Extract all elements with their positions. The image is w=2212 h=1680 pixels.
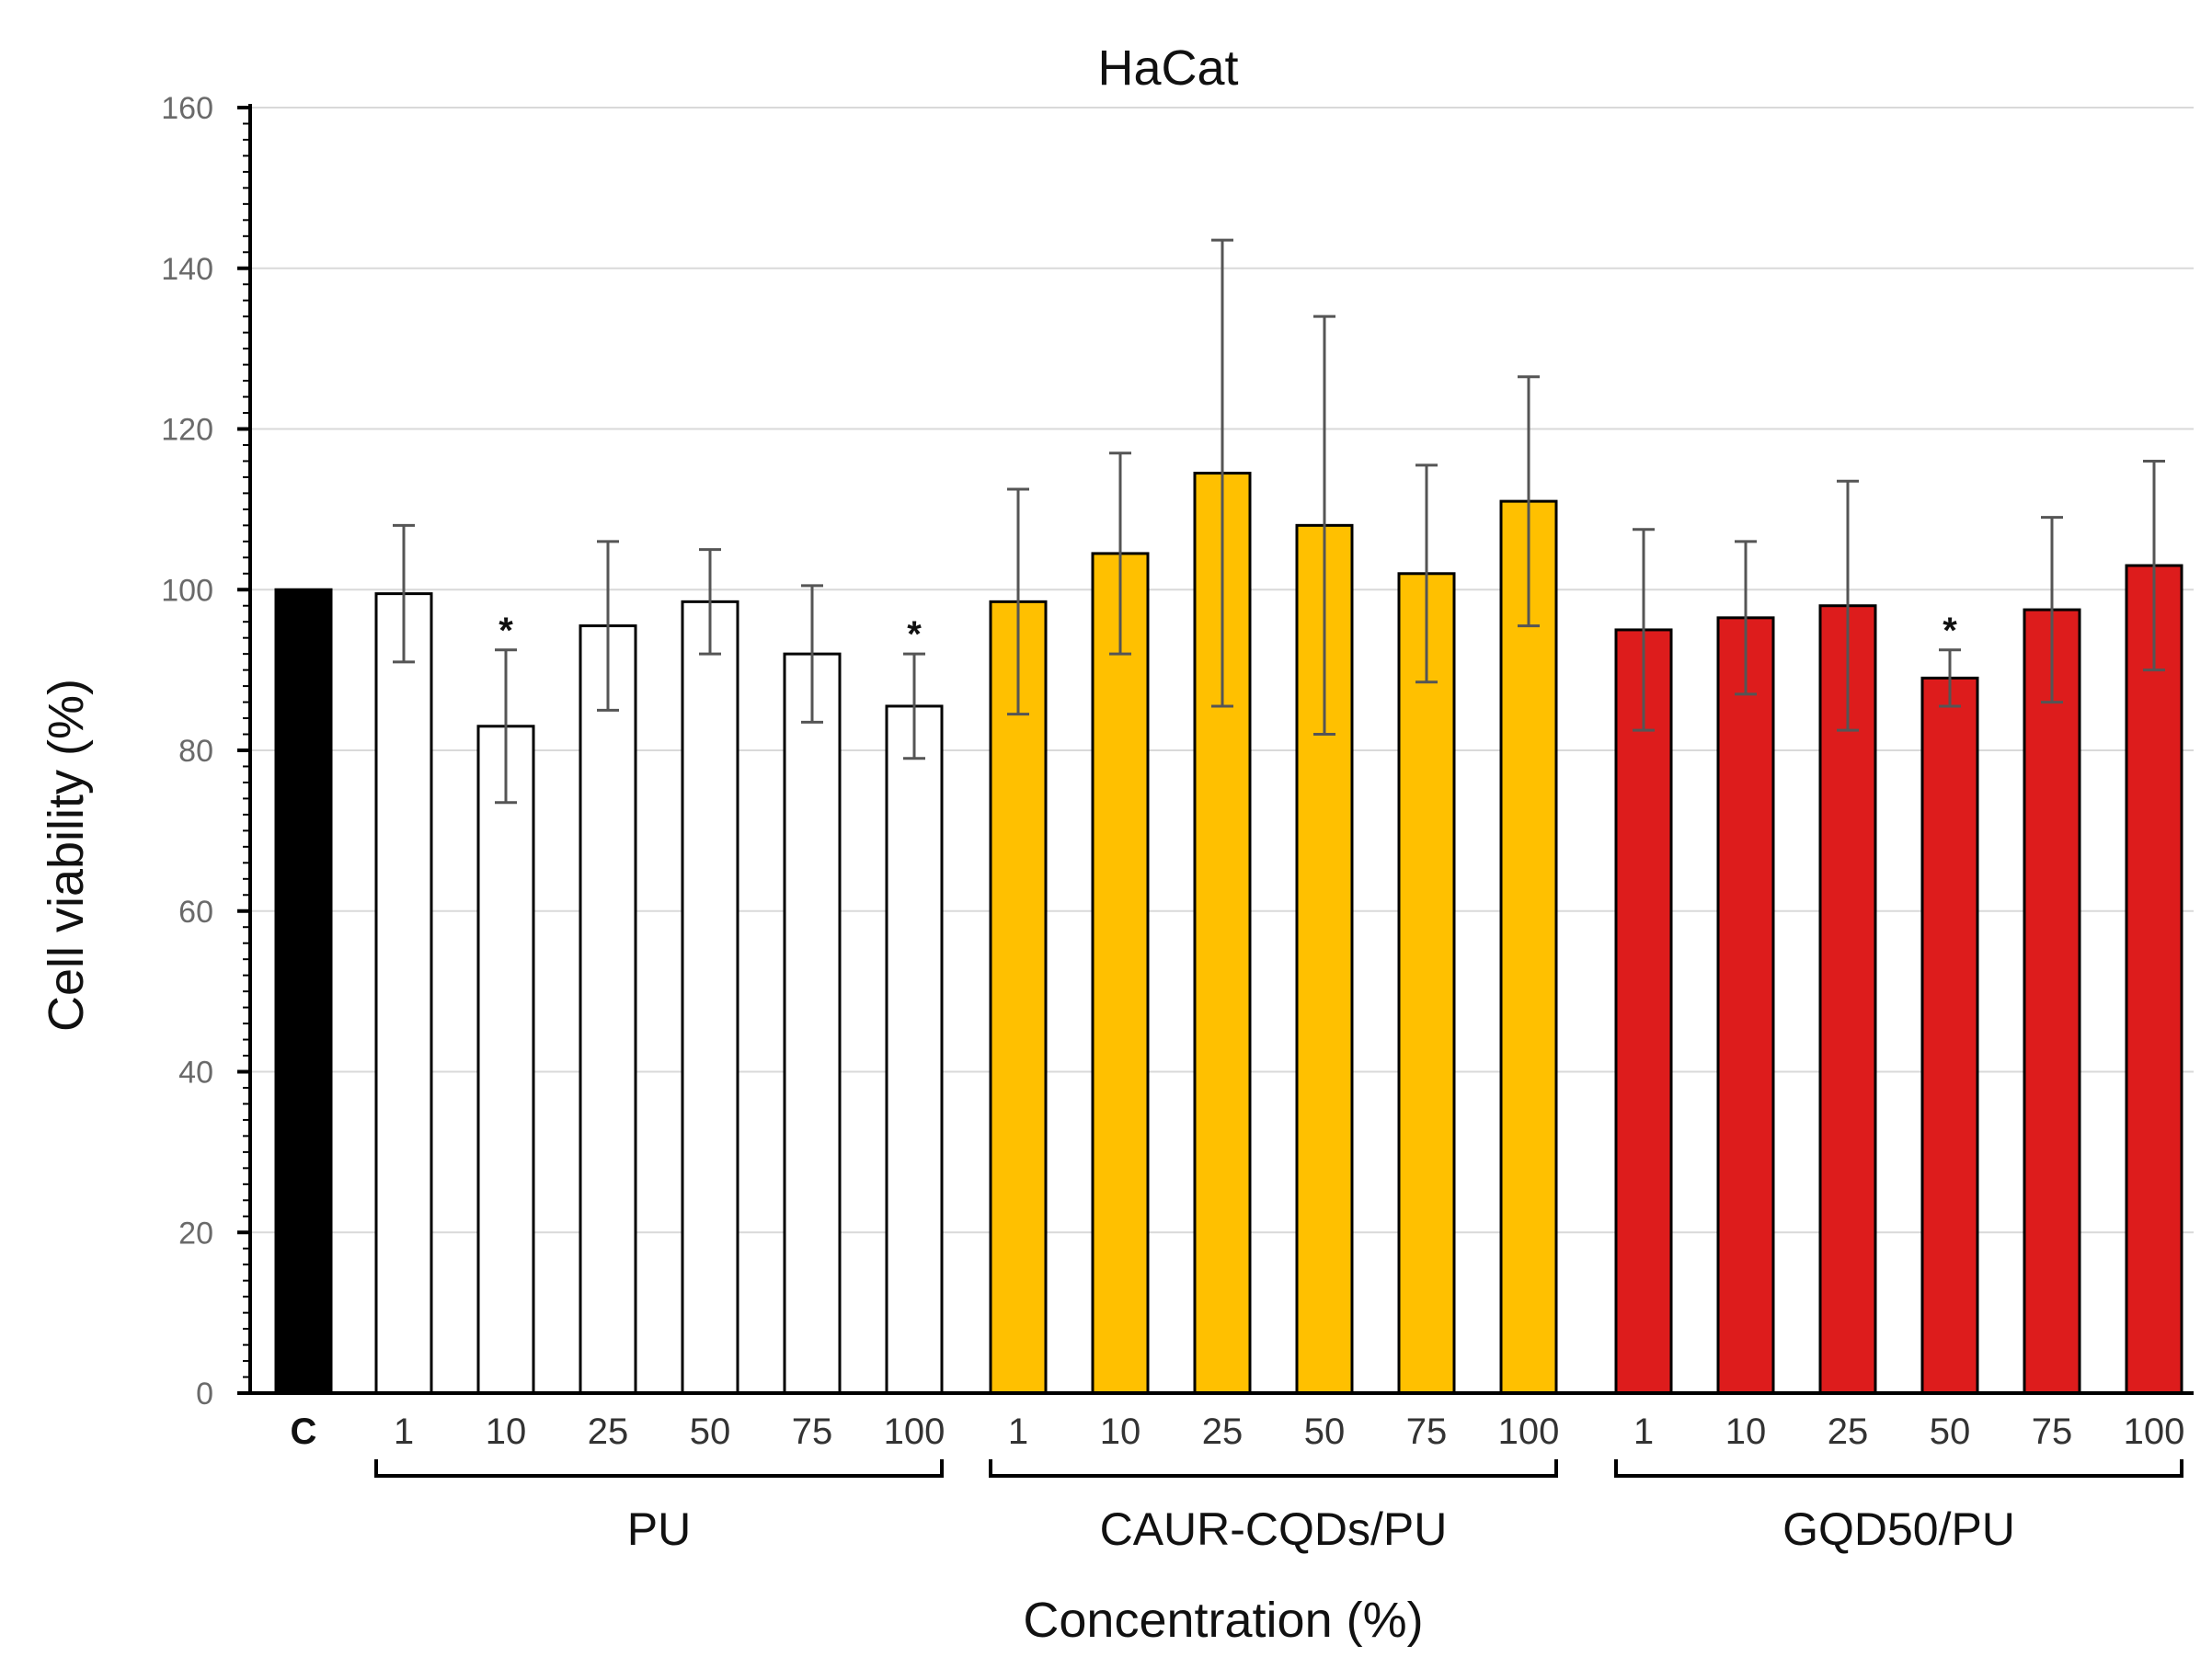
y-axis-title: Cell viability (%) — [39, 679, 94, 1032]
group-label: PU — [627, 1503, 691, 1555]
significance-marker: * — [499, 611, 513, 651]
bar — [476, 725, 535, 1395]
y-tick-label: 140 — [161, 252, 213, 287]
x-tick-label: 75 — [792, 1411, 833, 1452]
x-tick-label: 10 — [486, 1411, 527, 1452]
x-tick-label: 100 — [2124, 1411, 2185, 1452]
group-label: GQD50/PU — [1782, 1503, 2015, 1555]
x-tick-label: 25 — [1828, 1411, 1869, 1452]
group-label: CAUR-CQDs/PU — [1100, 1503, 1448, 1555]
group-bracket — [1614, 1459, 2183, 1478]
x-tick-label: 100 — [1498, 1411, 1560, 1452]
bar — [1920, 676, 1979, 1395]
significance-marker: * — [907, 614, 922, 655]
y-tick-label: 80 — [178, 734, 213, 769]
bar — [1716, 616, 1775, 1395]
y-tick-label: 60 — [178, 895, 213, 930]
x-tick-label: 100 — [884, 1411, 946, 1452]
bar — [1818, 604, 1877, 1395]
y-tick-label: 160 — [161, 91, 213, 126]
group-bracket — [989, 1459, 1558, 1478]
x-tick-label: 10 — [1725, 1411, 1767, 1452]
bar — [1091, 552, 1150, 1395]
axes — [237, 104, 2194, 1478]
x-tick-label: 75 — [1406, 1411, 1448, 1452]
group-bracket — [374, 1459, 944, 1478]
bar — [1614, 628, 1673, 1395]
significance-marker: * — [1943, 611, 1957, 651]
x-tick-label: 25 — [1202, 1411, 1244, 1452]
chart-title: HaCat — [1097, 40, 1238, 96]
x-tick-label: 25 — [588, 1411, 629, 1452]
bar — [1397, 572, 1456, 1395]
x-tick-label: 1 — [1633, 1411, 1654, 1452]
y-tick-label: 0 — [196, 1377, 213, 1411]
bar — [885, 704, 944, 1395]
bar — [2023, 608, 2081, 1395]
x-tick-label: 10 — [1100, 1411, 1141, 1452]
bar — [681, 600, 739, 1395]
bar — [1499, 499, 1558, 1395]
bar — [2125, 564, 2183, 1395]
bar — [579, 624, 637, 1395]
bar — [783, 652, 842, 1395]
x-tick-label: 1 — [394, 1411, 414, 1452]
x-tick-label: 75 — [2032, 1411, 2073, 1452]
bar — [989, 600, 1048, 1395]
y-tick-label: 40 — [178, 1056, 213, 1091]
x-tick-label: 50 — [1930, 1411, 1971, 1452]
bar — [374, 592, 433, 1395]
labels: 0 20 40 60 80 100 120 140 160 C 1 * 10 25 50 75 * 100 PU 1 1… — [161, 91, 2184, 1555]
x-tick-label: 50 — [690, 1411, 731, 1452]
x-tick-label: 50 — [1304, 1411, 1346, 1452]
bar — [274, 588, 333, 1395]
x-axis-title: Concentration (%) — [1023, 1593, 1423, 1648]
x-tick-label: C — [291, 1411, 317, 1452]
y-tick-label: 120 — [161, 413, 213, 448]
y-tick-label: 100 — [161, 573, 213, 608]
bars — [274, 238, 2183, 1395]
x-tick-label: 1 — [1008, 1411, 1028, 1452]
y-tick-label: 20 — [178, 1216, 213, 1251]
